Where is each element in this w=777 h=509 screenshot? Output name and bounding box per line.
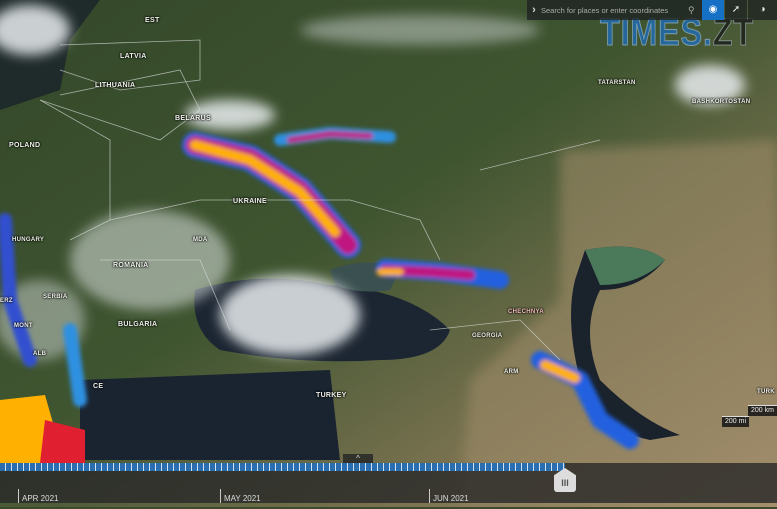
expand-chevron-icon[interactable]: › (532, 4, 536, 16)
globe-icon[interactable]: ◑ (748, 0, 777, 20)
label-bulgaria: BULGARIA (118, 321, 158, 328)
label-mont: MONT (14, 323, 33, 329)
label-latvia: LATVIA (120, 53, 147, 60)
timeline[interactable]: APR 2021 MAY 2021 JUN 2021 III (0, 463, 777, 503)
north-caspian (585, 246, 665, 285)
timeline-ticks[interactable] (0, 463, 565, 471)
label-gce: CE (93, 383, 104, 390)
label-belarus: BELARUS (175, 115, 211, 122)
label-mda: MDA (193, 237, 208, 243)
label-ukraine: UKRAINE (233, 198, 267, 205)
label-est: EST (145, 17, 160, 24)
scale-mi: 200 mi (722, 416, 750, 427)
month-apr[interactable]: APR 2021 (18, 489, 58, 503)
aerosol-plume (0, 127, 639, 449)
label-hungary: HUNGARY (12, 237, 45, 243)
label-bashkortostan: BASHKORTOSTAN (692, 99, 751, 105)
label-lithuania: LITHUANIA (95, 82, 136, 89)
search-icon[interactable]: ⚲ (688, 4, 695, 15)
timeline-handle[interactable]: III (554, 468, 576, 492)
label-alb: ALB (33, 351, 47, 357)
steppe (460, 140, 777, 507)
label-romania: ROMANIA (113, 262, 149, 269)
label-turkey: TURKEY (316, 392, 347, 399)
search-input[interactable]: Search for places or enter coordinates (541, 5, 669, 15)
label-turk: TURK (757, 389, 775, 395)
label-erz: ERZ (0, 298, 13, 304)
label-tatarstan: TATARSTAN (598, 80, 636, 86)
search-bar[interactable]: › Search for places or enter coordinates… (527, 0, 702, 20)
scale-km: 200 km (748, 405, 777, 416)
borders (39, 39, 601, 361)
label-chechnya: CHECHNYA (508, 309, 544, 315)
plume-sw-red (40, 420, 85, 463)
label-georgia: GEORGIA (472, 333, 503, 339)
label-arm: ARM (504, 369, 519, 375)
caspian-sea (571, 246, 680, 440)
aegean-sea (80, 370, 340, 460)
label-serbia: SERBIA (43, 294, 68, 300)
map-pin-icon[interactable]: ◉ (702, 0, 724, 20)
label-poland: POLAND (9, 142, 41, 149)
timeline-collapse-button[interactable]: ^ (343, 454, 373, 463)
month-jun[interactable]: JUN 2021 (429, 489, 469, 503)
month-may[interactable]: MAY 2021 (220, 489, 261, 503)
share-icon[interactable]: ➚ (725, 0, 747, 20)
